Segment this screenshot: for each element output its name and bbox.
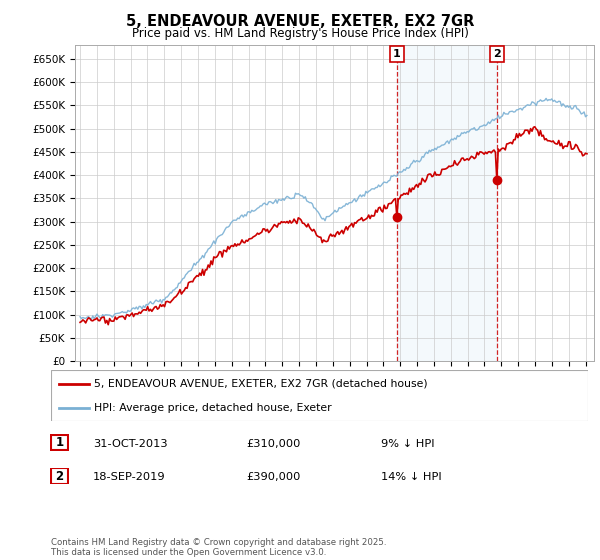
Text: 1: 1 [55,436,64,449]
Text: HPI: Average price, detached house, Exeter: HPI: Average price, detached house, Exet… [94,403,332,413]
Text: 9% ↓ HPI: 9% ↓ HPI [381,438,434,449]
Text: Contains HM Land Registry data © Crown copyright and database right 2025.
This d: Contains HM Land Registry data © Crown c… [51,538,386,557]
Text: 18-SEP-2019: 18-SEP-2019 [93,472,166,482]
FancyBboxPatch shape [51,435,68,450]
Bar [397,45,497,361]
Text: £310,000: £310,000 [246,438,301,449]
FancyBboxPatch shape [51,468,68,484]
Text: Price paid vs. HM Land Registry's House Price Index (HPI): Price paid vs. HM Land Registry's House … [131,27,469,40]
Text: 5, ENDEAVOUR AVENUE, EXETER, EX2 7GR (detached house): 5, ENDEAVOUR AVENUE, EXETER, EX2 7GR (de… [94,379,428,389]
FancyBboxPatch shape [51,370,588,421]
Text: £390,000: £390,000 [246,472,301,482]
Text: 5, ENDEAVOUR AVENUE, EXETER, EX2 7GR: 5, ENDEAVOUR AVENUE, EXETER, EX2 7GR [126,14,474,29]
Text: 14% ↓ HPI: 14% ↓ HPI [381,472,442,482]
Text: 31-OCT-2013: 31-OCT-2013 [93,438,167,449]
Text: 2: 2 [493,49,500,59]
Text: 1: 1 [393,49,401,59]
Text: 2: 2 [55,469,64,483]
